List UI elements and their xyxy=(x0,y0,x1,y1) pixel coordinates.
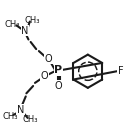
Text: CH₃: CH₃ xyxy=(25,16,40,25)
Text: CH₃: CH₃ xyxy=(2,112,18,121)
Text: O: O xyxy=(55,81,62,91)
Text: F: F xyxy=(118,66,123,76)
Text: N: N xyxy=(17,105,24,115)
Text: CH₃: CH₃ xyxy=(23,115,38,124)
Text: O: O xyxy=(45,54,52,64)
Text: CH₃: CH₃ xyxy=(5,20,20,29)
Text: P: P xyxy=(54,65,62,75)
Text: N: N xyxy=(21,26,28,36)
Text: O: O xyxy=(41,71,49,81)
